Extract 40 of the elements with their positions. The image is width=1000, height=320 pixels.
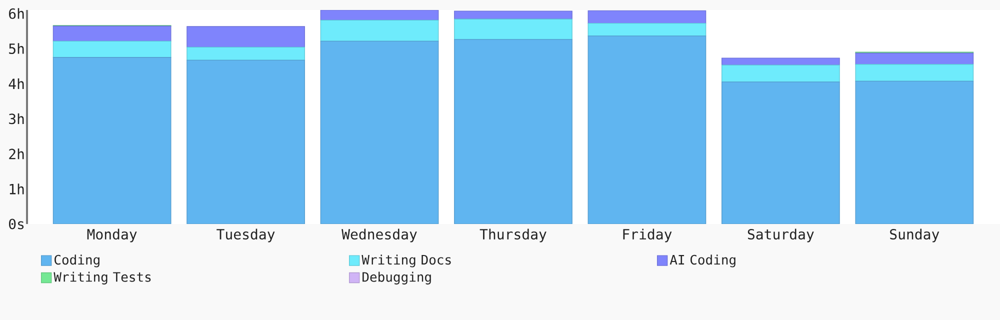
legend-label: AI Coding [670,254,736,268]
bar [855,80,974,224]
bar [454,39,572,224]
bar [855,64,974,82]
bar [320,10,439,21]
y-tick-label: 0s [9,218,24,230]
bar [320,20,439,42]
y-tick-label: 1h [10,184,24,194]
bar [855,52,974,65]
bar [186,26,305,48]
bar [186,60,305,224]
y-tick-label: 5h [9,43,24,54]
bar [52,40,172,58]
bar [454,10,572,20]
bar [588,22,706,36]
bar [320,40,439,224]
bar [722,58,840,66]
bar [722,82,840,224]
x-tick-label: Thursday [480,228,546,242]
x-tick-label: Monday [87,228,137,242]
legend-label: Writing Docs [362,254,451,268]
bar [186,46,305,60]
x-tick-label: Sunday [890,228,940,242]
x-tick-label: Wednesday [342,228,417,242]
y-tick-label: 3h [9,113,24,124]
bar [722,64,840,82]
bar [454,18,572,40]
legend-label: Coding [54,254,100,268]
bar [588,10,706,24]
x-tick-label: Tuesday [216,228,275,242]
bar [52,57,172,224]
bar [588,36,706,224]
x-tick-label: Saturday [748,228,814,242]
y-tick-label: 4h [8,78,24,89]
legend-label: Writing Tests [54,272,151,284]
legend-label: Debugging [362,272,431,284]
y-tick-label: 6h [9,8,24,19]
y-tick-label: 2h [9,148,24,160]
bar [52,26,172,42]
x-tick-label: Friday [623,228,672,242]
